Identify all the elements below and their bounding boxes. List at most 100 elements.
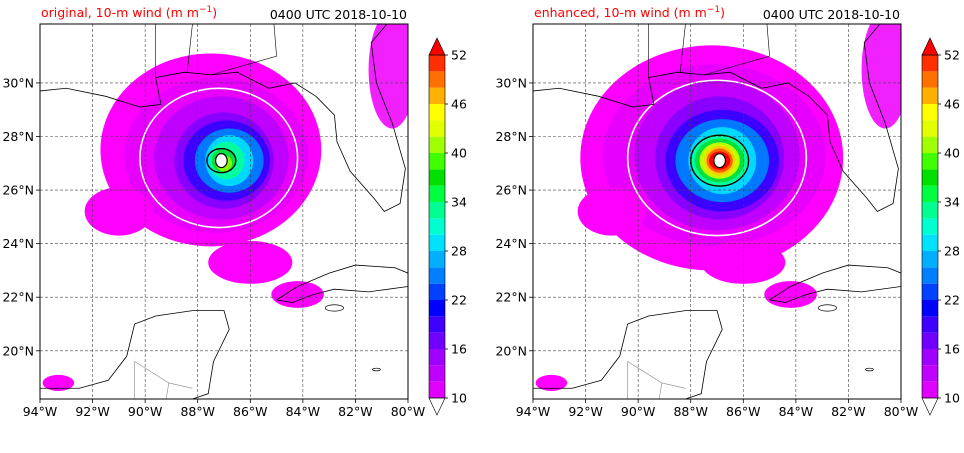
colorbar-segment <box>429 104 445 121</box>
x-tick-label: 92°W <box>75 404 110 419</box>
colorbar-extend-max <box>428 37 446 56</box>
colorbar-segment <box>429 71 445 88</box>
colorbar-segment <box>922 169 938 186</box>
x-tick-label: 86°W <box>726 404 761 419</box>
colorbar-segment <box>922 316 938 333</box>
colorbar-tick-label: 34 <box>451 195 467 210</box>
colorbar-original: 10 16 22 28 34 40 46 52 <box>428 37 467 416</box>
y-tick-label: 28°N <box>2 129 34 144</box>
colorbar-segment <box>429 349 445 366</box>
colorbar-segment <box>429 55 445 72</box>
x-tick-label: 80°W <box>391 404 426 419</box>
colorbar-extend-max <box>921 37 939 56</box>
x-tick-label: 80°W <box>884 404 919 419</box>
y-tick-label: 30°N <box>2 75 34 90</box>
colorbar-segment <box>922 300 938 317</box>
colorbar-segment <box>429 185 445 202</box>
colorbar-segment <box>922 120 938 137</box>
panel-title-left: original, 10-m wind (m m−1) <box>41 5 217 20</box>
map-area <box>40 24 408 399</box>
coastline-us <box>40 24 406 213</box>
colorbar-segment <box>429 300 445 317</box>
x-tick-label: 82°W <box>831 404 866 419</box>
colorbar-segment <box>922 332 938 349</box>
wind-lobe <box>577 187 647 236</box>
colorbar-segment <box>922 267 938 284</box>
colorbar-tick-label: 40 <box>451 146 467 161</box>
isla-juventud <box>324 304 344 312</box>
x-tick-label: 92°W <box>568 404 603 419</box>
colorbar-tick-label: 28 <box>451 244 467 259</box>
colorbar-segment <box>922 283 938 300</box>
panel-title-right: 0400 UTC 2018-10-10 <box>763 7 900 22</box>
colorbar-segment <box>429 251 445 268</box>
wind-lobe <box>84 187 154 236</box>
colorbar-frame <box>428 54 446 399</box>
colorbar-segment <box>922 87 938 104</box>
y-tick-label: 22°N <box>2 290 34 305</box>
map-frame <box>532 23 902 400</box>
colorbar-tick-label: 28 <box>944 244 960 259</box>
colorbar-segment <box>922 104 938 121</box>
colorbar-tick-label: 22 <box>944 293 960 308</box>
colorbar-tick-label: 16 <box>451 342 467 357</box>
colorbar-segment <box>922 71 938 88</box>
colorbar-segment <box>922 251 938 268</box>
colorbar-segment <box>429 381 445 398</box>
colorbar-tick-label: 16 <box>944 342 960 357</box>
y-tick-label: 22°N <box>495 290 527 305</box>
y-tick-label: 20°N <box>495 343 527 358</box>
wind-lobe <box>535 374 568 391</box>
x-axis: 94°W 92°W 90°W 88°W 86°W 84°W 82°W 80°W <box>23 399 426 419</box>
state-border <box>210 24 277 76</box>
map-area <box>533 24 901 399</box>
x-tick-label: 88°W <box>673 404 708 419</box>
colorbar-extend-min <box>921 397 939 416</box>
colorbar-segment <box>922 153 938 170</box>
colorbar-tick-label: 40 <box>944 146 960 161</box>
colorbar-segment <box>429 202 445 219</box>
colorbar-segment <box>922 234 938 251</box>
x-tick-label: 90°W <box>621 404 656 419</box>
colorbar-segment <box>922 349 938 366</box>
map-frame <box>39 23 409 400</box>
contour-black <box>206 147 237 174</box>
colorbar-enhanced: 10 16 22 28 34 40 46 52 <box>921 37 960 416</box>
contour-white <box>139 87 299 229</box>
storm-eye <box>713 153 727 169</box>
colorbar-segment <box>922 218 938 235</box>
colorbar-segment <box>429 316 445 333</box>
colorbar-tick-label: 34 <box>944 195 960 210</box>
coastline-cuba <box>769 264 901 303</box>
y-tick-label: 24°N <box>495 236 527 251</box>
colorbar-tick-label: 52 <box>944 48 960 63</box>
colorbar-tick-label: 46 <box>944 97 960 112</box>
panel-title-left: enhanced, 10-m wind (m m−1) <box>534 5 725 20</box>
y-axis: 20°N 22°N 24°N 26°N 28°N 30°N <box>2 75 40 358</box>
colorbar-segment <box>429 283 445 300</box>
colorbar-extend-min <box>428 397 446 416</box>
state-border <box>186 24 193 73</box>
wind-lobe <box>861 24 901 129</box>
colorbar-tick-label: 46 <box>451 97 467 112</box>
coastline-yucatan <box>533 310 723 399</box>
x-tick-label: 86°W <box>233 404 268 419</box>
colorbar-segment <box>429 218 445 235</box>
colorbar-segment <box>922 185 938 202</box>
colorbar-segment <box>922 136 938 153</box>
x-tick-label: 94°W <box>23 404 58 419</box>
colorbar-tick-label: 10 <box>944 391 960 406</box>
colorbar-tick-label: 52 <box>451 48 467 63</box>
cayman-islands <box>372 367 381 372</box>
y-tick-label: 28°N <box>495 129 527 144</box>
colorbar-segment <box>922 365 938 382</box>
country-border <box>627 360 663 399</box>
coastline-yucatan <box>40 310 230 399</box>
colorbar-segment <box>429 153 445 170</box>
colorbar-segment <box>429 120 445 137</box>
isla-juventud <box>817 304 837 312</box>
y-tick-label: 26°N <box>495 183 527 198</box>
panel-title-right: 0400 UTC 2018-10-10 <box>270 7 407 22</box>
x-tick-label: 84°W <box>779 404 814 419</box>
